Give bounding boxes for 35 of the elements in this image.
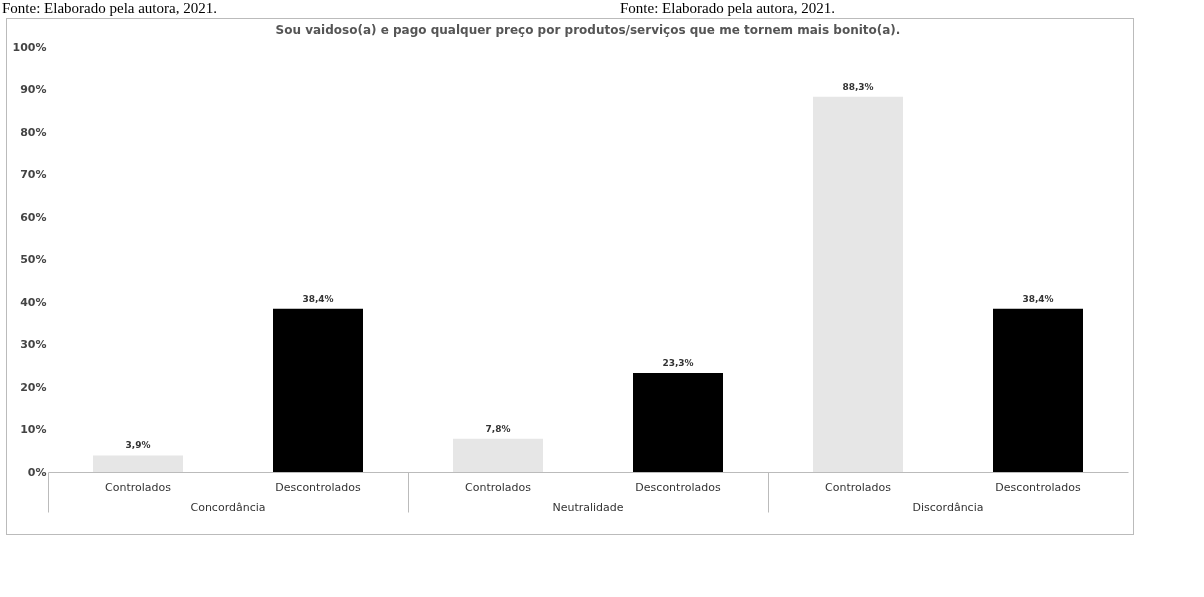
y-tick-label: 30%: [20, 338, 47, 351]
x-tick-label: Concordância: [190, 501, 266, 514]
chart-title: Sou vaidoso(a) e pago qualquer preço por produtos/serviços que me tornem mais bonito(a).: [275, 23, 901, 37]
data-label: 3,9%: [125, 440, 151, 451]
y-tick-label: 70%: [20, 168, 47, 181]
data-label: 38,4%: [302, 293, 334, 304]
x-tick-label: Discordância: [912, 501, 984, 514]
series-label: Descontrolados: [275, 481, 361, 494]
bar: [93, 455, 183, 472]
y-tick-label: 0%: [27, 465, 47, 479]
y-tick-label: 10%: [20, 423, 47, 436]
bar: [993, 308, 1083, 472]
text: Descontrolados: [635, 481, 721, 494]
data-label: 88,3%: [842, 81, 874, 92]
y-tick-label: 80%: [20, 125, 47, 139]
bar: [813, 96, 903, 472]
source-note: Fonte: Elaborado pela autora, 2021.: [620, 0, 835, 17]
data-label: 38,4%: [1022, 293, 1054, 304]
y-tick-label: 50%: [20, 253, 47, 266]
bar: [273, 308, 363, 472]
text: Descontrolados: [995, 481, 1081, 494]
y-tick-label: 60%: [20, 210, 47, 224]
series-label: Controlados: [105, 481, 172, 494]
data-label: 23,3%: [662, 357, 694, 368]
bar: [453, 438, 543, 472]
text: Controlados: [825, 481, 891, 494]
x-tick-label: Neutralidade: [552, 501, 624, 514]
y-tick-label: 100%: [12, 40, 47, 54]
bar: [633, 372, 723, 472]
y-tick-label: 20%: [20, 380, 47, 394]
y-tick-label: 40%: [20, 295, 47, 309]
data-label: 7,8%: [485, 423, 511, 434]
source-note: Fonte: Elaborado pela autora, 2021.: [2, 0, 217, 17]
y-tick-label: 90%: [20, 83, 47, 96]
text: Controlados: [465, 481, 531, 494]
